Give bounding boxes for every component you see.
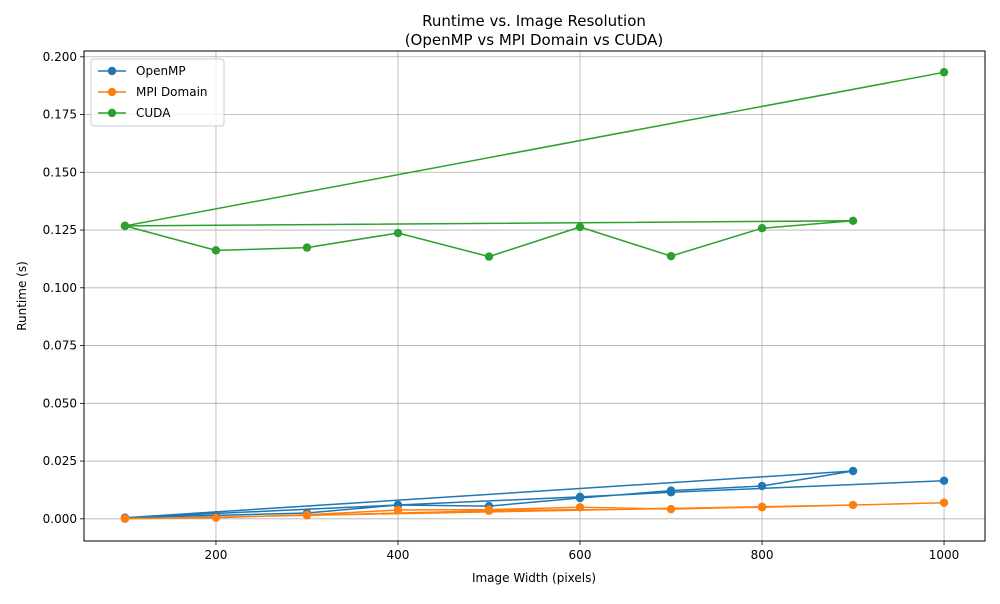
y-tick-label: 0.175 (43, 108, 77, 122)
legend-item: OpenMP (98, 64, 186, 78)
y-tick-label: 0.000 (43, 512, 77, 526)
legend-label: OpenMP (136, 64, 186, 78)
data-point (666, 251, 676, 261)
data-point (848, 500, 858, 510)
y-tick-label: 0.200 (43, 50, 77, 64)
y-tick-label: 0.125 (43, 223, 77, 237)
chart-title: Runtime vs. Image Resolution (422, 12, 646, 30)
legend: OpenMP MPI Domain CUDA (90, 58, 225, 127)
x-tick-label: 800 (751, 548, 774, 562)
y-tick-label: 0.150 (43, 165, 77, 179)
series-line (124, 71, 945, 258)
y-axis-ticks: 0.000 0.025 0.050 0.075 0.100 0.125 0.150 0.175… (43, 50, 84, 526)
legend-label: CUDA (136, 106, 171, 120)
series-line (124, 470, 945, 519)
legend-label: MPI Domain (136, 85, 208, 99)
data-point (575, 492, 585, 502)
y-tick-label: 0.100 (43, 281, 77, 295)
data-point (575, 503, 585, 512)
data-point (393, 505, 403, 515)
data-point (302, 511, 312, 520)
data-point (939, 476, 949, 485)
legend-marker (107, 66, 117, 76)
x-axis-ticks: 200 400 600 800 1000 (205, 541, 960, 562)
data-point (666, 504, 676, 514)
data-point (848, 466, 858, 476)
x-tick-label: 1000 (929, 548, 960, 562)
data-point (848, 216, 858, 226)
series-lines (120, 68, 949, 524)
legend-marker (107, 108, 117, 118)
legend-item: CUDA (98, 106, 171, 120)
x-axis-label: Image Width (pixels) (472, 571, 596, 585)
series-mpi-domain (120, 498, 949, 524)
series-openmp (120, 466, 949, 522)
data-point (484, 252, 494, 261)
data-point (120, 514, 130, 524)
data-point (939, 498, 949, 507)
legend-box (90, 58, 225, 127)
data-point (757, 223, 767, 233)
chart-subtitle: (OpenMP vs MPI Domain vs CUDA) (405, 31, 664, 49)
data-point (666, 488, 676, 497)
y-tick-label: 0.050 (43, 396, 77, 410)
plot-frame (83, 50, 986, 542)
x-tick-label: 200 (205, 548, 228, 562)
y-tick-label: 0.075 (43, 339, 77, 353)
data-point (757, 503, 767, 512)
data-point (211, 246, 221, 255)
data-point (484, 506, 494, 515)
data-point (575, 222, 585, 232)
data-point (211, 513, 221, 522)
series-line (124, 501, 945, 520)
grid (84, 51, 985, 541)
y-tick-label: 0.025 (43, 454, 77, 468)
legend-item: MPI Domain (98, 85, 208, 99)
data-point (757, 481, 767, 491)
legend-marker (107, 87, 117, 97)
series-cuda (120, 68, 949, 261)
y-axis-label: Runtime (s) (15, 261, 29, 331)
data-point (302, 243, 312, 252)
x-tick-label: 600 (569, 548, 592, 562)
data-point (939, 68, 949, 77)
data-point (393, 228, 403, 238)
x-tick-label: 400 (387, 548, 410, 562)
data-point (120, 221, 130, 231)
